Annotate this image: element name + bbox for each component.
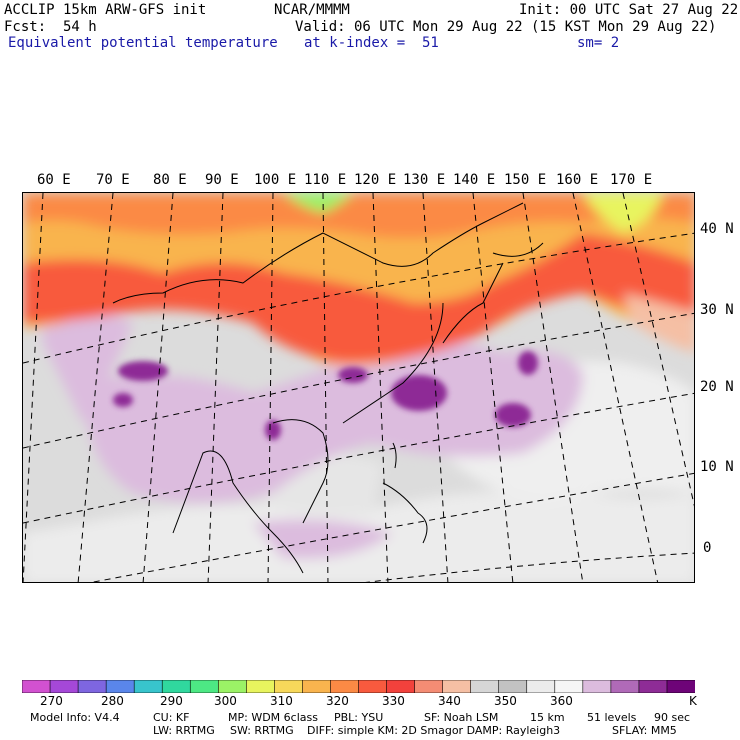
- lon-label-90e: 90 E: [205, 172, 239, 188]
- colorbar-label-360: 360: [550, 694, 573, 708]
- colorbar-swatch: [22, 680, 51, 693]
- lon-label-100e: 100 E: [254, 172, 297, 188]
- colorbar: [22, 680, 695, 693]
- lon-label-80e: 80 E: [153, 172, 187, 188]
- colorbar-label-280: 280: [101, 694, 124, 708]
- lat-label-20n: 20 N: [700, 379, 734, 395]
- lon-label-110e: 110 E: [304, 172, 347, 188]
- colorbar-swatch: [554, 680, 584, 693]
- colorbar-swatch: [498, 680, 528, 693]
- lon-label-170e: 170 E: [610, 172, 653, 188]
- lat-label-10n: 10 N: [700, 459, 734, 475]
- lon-label-70e: 70 E: [96, 172, 130, 188]
- colorbar-swatch: [302, 680, 332, 693]
- colorbar-swatch: [386, 680, 416, 693]
- colorbar-swatch: [161, 680, 192, 693]
- lat-label-equator: 0: [703, 540, 712, 556]
- footer-resolution: 15 km: [530, 711, 565, 724]
- lat-label-40n: 40 N: [700, 221, 734, 237]
- colorbar-swatch: [246, 680, 276, 693]
- graticule: [23, 193, 694, 582]
- lon-label-60e: 60 E: [37, 172, 71, 188]
- footer-cu: CU: KF: [153, 711, 190, 724]
- colorbar-label-340: 340: [438, 694, 461, 708]
- colorbar-label-350: 350: [494, 694, 517, 708]
- model-title: ACCLIP 15km ARW-GFS init: [4, 2, 207, 18]
- valid-time: Valid: 06 UTC Mon 29 Aug 22 (15 KST Mon …: [295, 19, 717, 35]
- colorbar-label-300: 300: [214, 694, 237, 708]
- footer-pbl: PBL: YSU: [334, 711, 384, 724]
- colorbar-swatch: [582, 680, 612, 693]
- footer-lw: LW: RRTMG: [153, 724, 215, 737]
- map-panel: [22, 192, 695, 583]
- colorbar-swatch: [105, 680, 135, 693]
- smoothing-value: sm= 2: [577, 35, 620, 51]
- lon-label-160e: 160 E: [556, 172, 599, 188]
- field-name: Equivalent potential temperature: [8, 35, 278, 51]
- colorbar-swatch: [414, 680, 444, 693]
- colorbar-swatch: [274, 680, 304, 693]
- colorbar-label-330: 330: [382, 694, 405, 708]
- colorbar-swatch: [133, 680, 164, 693]
- lon-label-130e: 130 E: [403, 172, 446, 188]
- colorbar-swatch: [217, 680, 248, 693]
- colorbar-label-310: 310: [270, 694, 293, 708]
- init-time: Init: 00 UTC Sat 27 Aug 22: [519, 2, 739, 18]
- footer-sf: SF: Noah LSM: [424, 711, 499, 724]
- colorbar-label-270: 270: [40, 694, 63, 708]
- high-theta-e-cores: [113, 351, 538, 440]
- colorbar-swatch: [189, 680, 220, 693]
- footer-levels: 51 levels: [587, 711, 637, 724]
- forecast-label: Fcst:: [4, 19, 47, 35]
- footer-diff: DIFF: simple KM: 2D Smagor DAMP: Rayleig…: [307, 724, 561, 737]
- colorbar-swatch: [330, 680, 360, 693]
- footer-mp: MP: WDM 6class: [228, 711, 318, 724]
- colorbar-label-320: 320: [326, 694, 349, 708]
- colorbar-swatch: [610, 680, 640, 693]
- org-label: NCAR/MMMM: [274, 2, 350, 18]
- footer-timestep: 90 sec: [654, 711, 691, 724]
- colorbar-swatch: [470, 680, 500, 693]
- lon-label-140e: 140 E: [453, 172, 496, 188]
- colorbar-swatch: [358, 680, 388, 693]
- map-canvas: [23, 193, 694, 582]
- colorbar-label-290: 290: [160, 694, 183, 708]
- colorbar-swatch: [77, 680, 107, 693]
- colorbar-swatch: [49, 680, 79, 693]
- colorbar-swatch: [442, 680, 472, 693]
- footer-sw: SW: RRTMG: [230, 724, 294, 737]
- forecast-hours: 54 h: [63, 19, 97, 35]
- lon-label-120e: 120 E: [354, 172, 397, 188]
- coastlines: [112, 202, 544, 574]
- colorbar-swatch: [638, 680, 668, 693]
- footer-model-info: Model Info: V4.4: [30, 711, 120, 724]
- level-index: at k-index = 51: [304, 35, 439, 51]
- footer-sflay: SFLAY: MM5: [612, 724, 677, 737]
- colorbar-unit: K: [689, 694, 697, 708]
- colorbar-swatch: [666, 680, 695, 693]
- colorbar-swatch: [526, 680, 556, 693]
- lon-label-150e: 150 E: [504, 172, 547, 188]
- lat-label-30n: 30 N: [700, 302, 734, 318]
